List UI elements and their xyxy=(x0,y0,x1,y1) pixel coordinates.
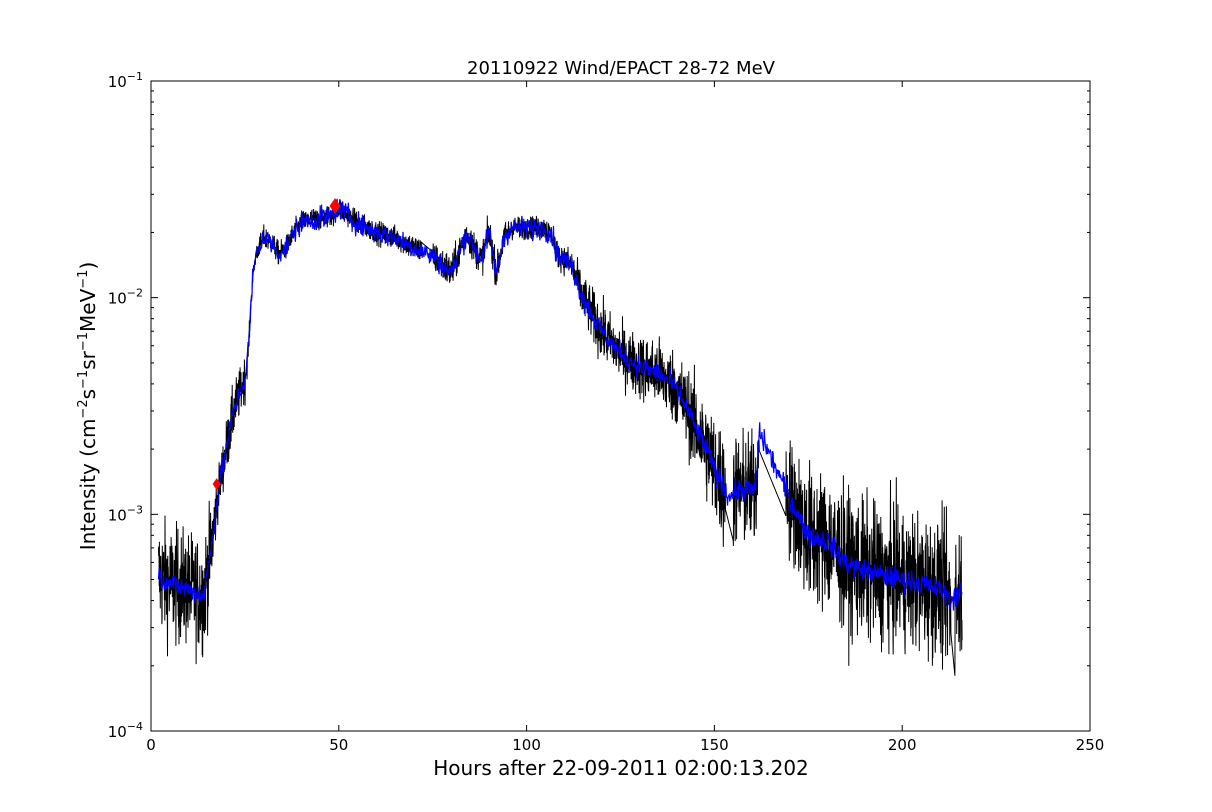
marker-layer xyxy=(212,198,341,490)
y-axis-label: Intensity (cm−2s−1sr−1MeV−1) xyxy=(76,262,100,551)
x-axis-label: Hours after 22-09-2011 02:00:13.202 xyxy=(433,756,809,780)
x-tick-label: 100 xyxy=(512,736,541,754)
plot-area xyxy=(150,80,1091,732)
x-tick-label: 50 xyxy=(329,736,348,754)
peak-marker-2 xyxy=(329,198,341,214)
series-layer xyxy=(157,198,963,676)
y-tick-label: 10−4 xyxy=(108,720,143,741)
x-tick-label: 150 xyxy=(700,736,729,754)
peak-marker-1 xyxy=(212,478,221,490)
tick-layer: 0 50 100 150 200 250 10−4 10−3 10−2 10−1 xyxy=(108,70,1105,754)
y-tick-label: 10−2 xyxy=(108,287,143,308)
y-tick-label: 10−3 xyxy=(108,503,143,524)
x-tick-label: 0 xyxy=(146,736,156,754)
series-line-smoothed xyxy=(157,198,963,611)
x-tick-label: 200 xyxy=(888,736,917,754)
y-tick-label: 10−1 xyxy=(108,70,143,91)
x-tick-label: 250 xyxy=(1076,736,1105,754)
chart-title: 20110922 Wind/EPACT 28-72 MeV xyxy=(467,58,776,79)
